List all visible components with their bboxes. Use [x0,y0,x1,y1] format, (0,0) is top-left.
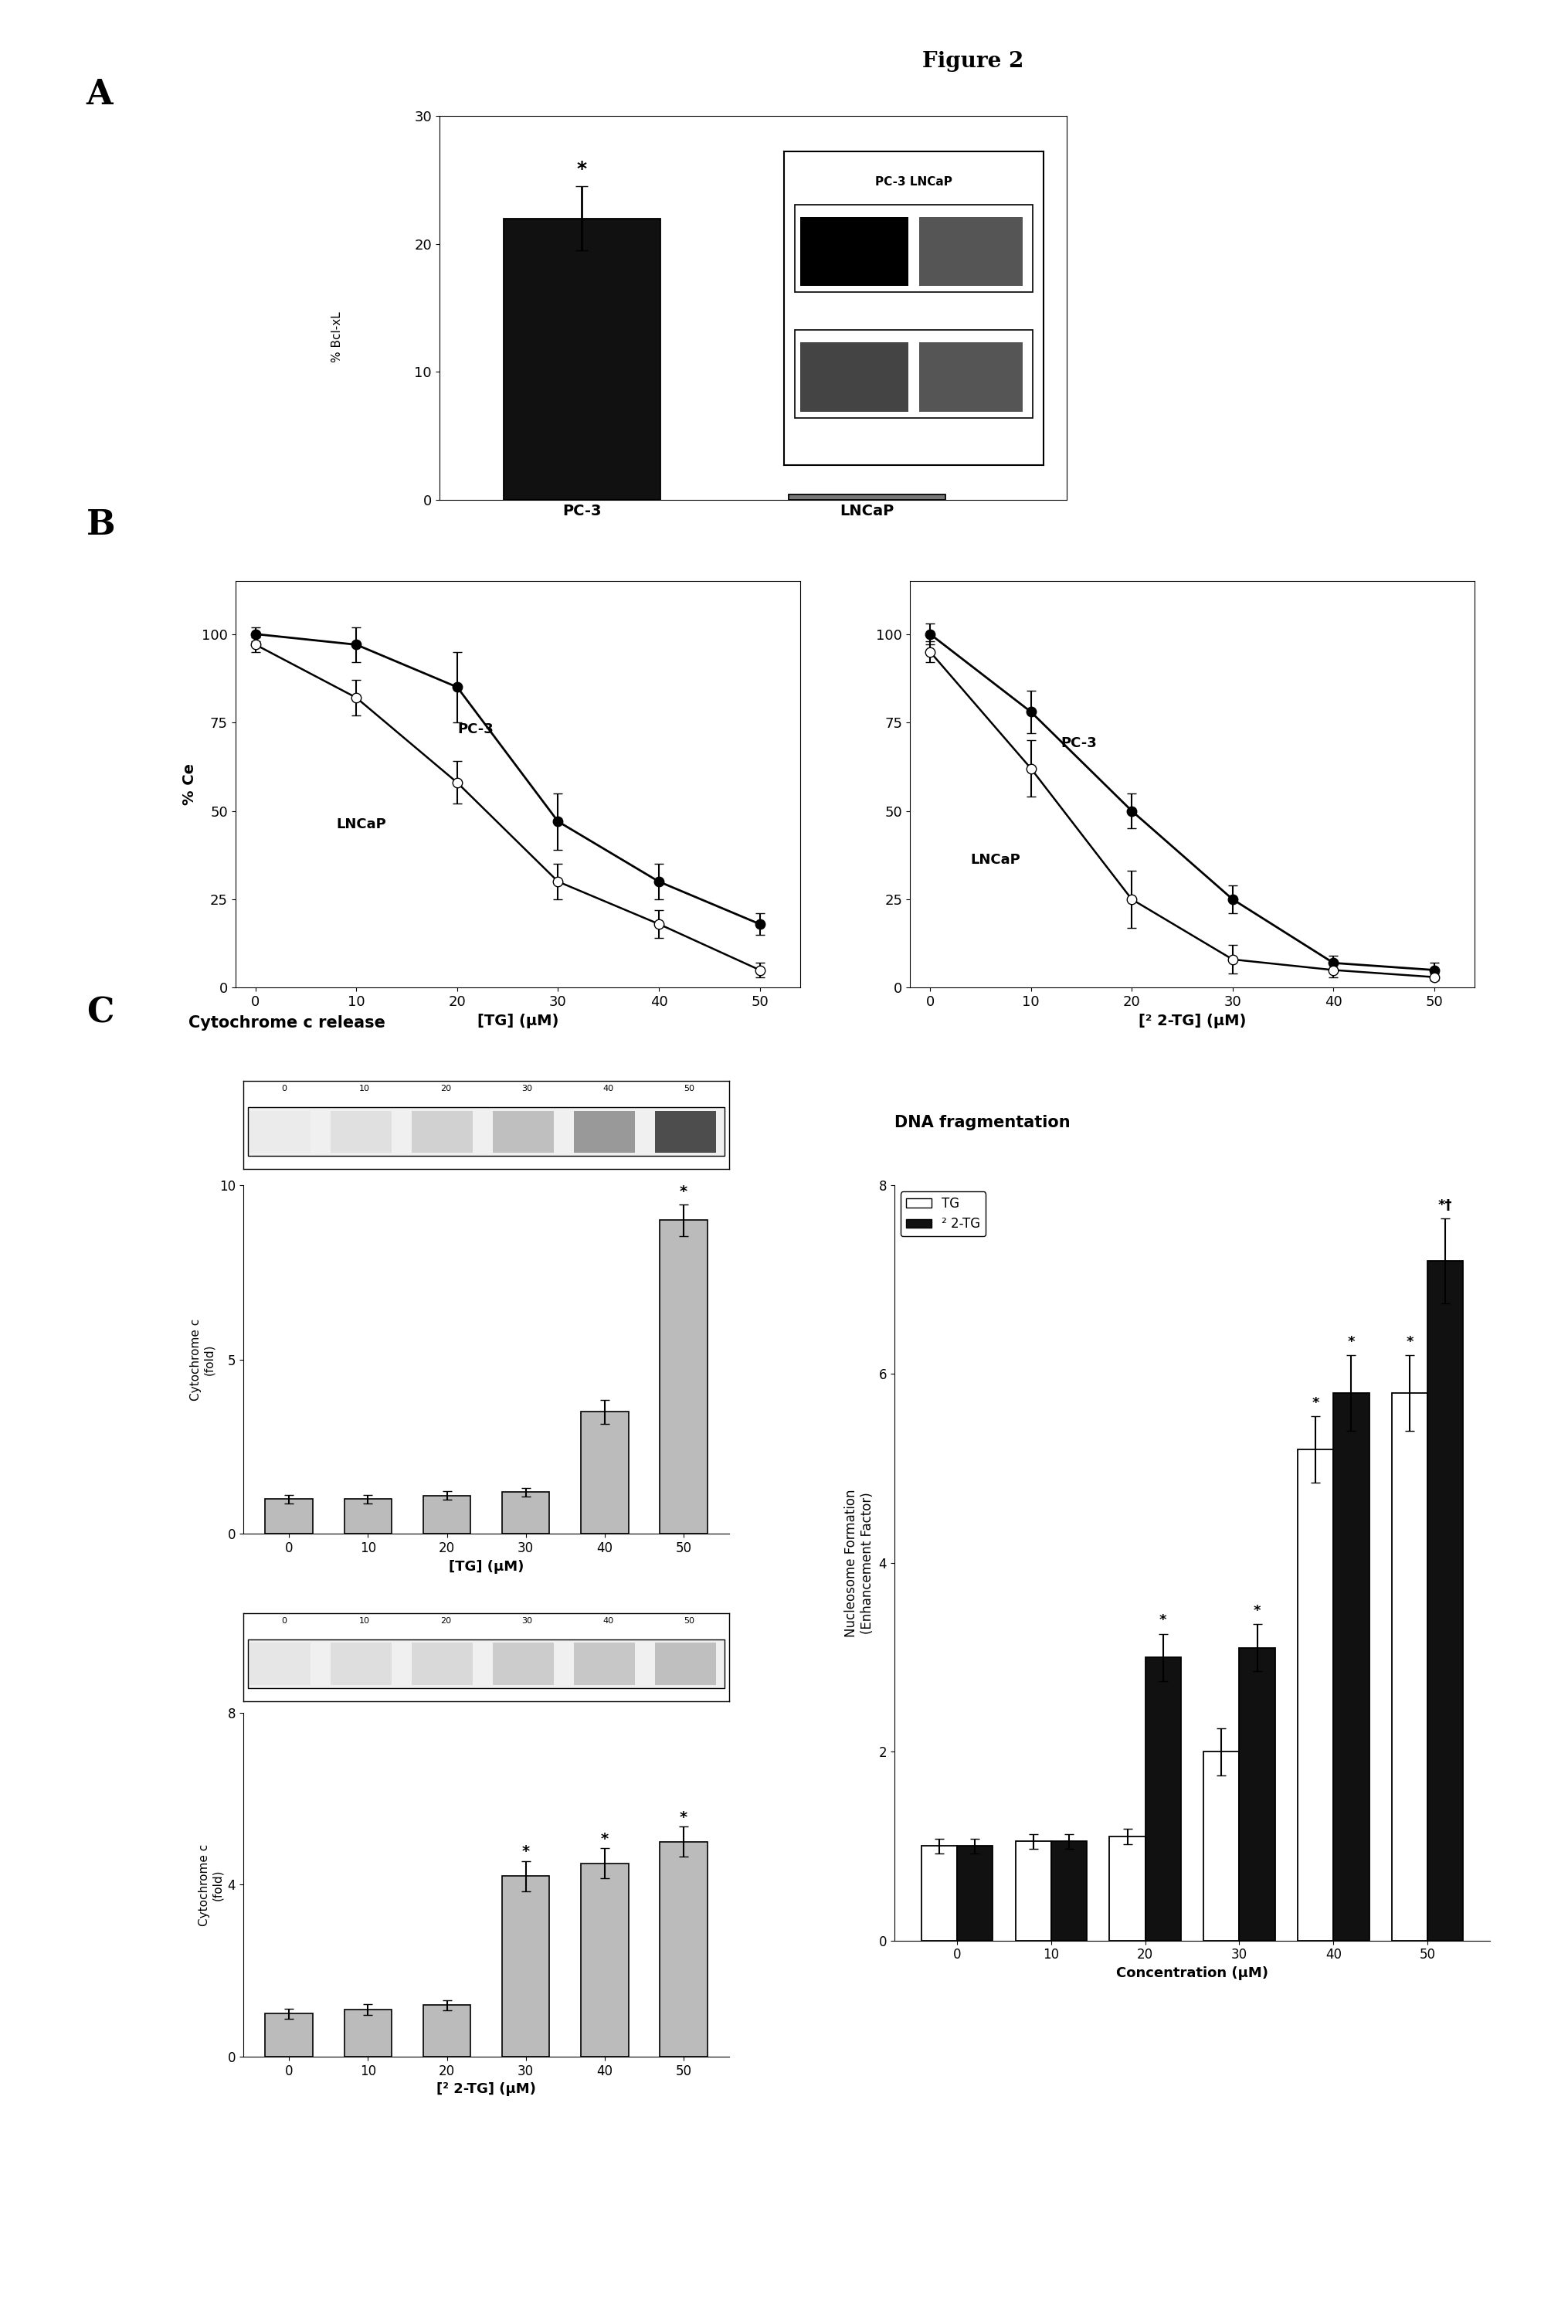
Bar [492,1643,554,1685]
X-axis label: [² 2-TG] (μM): [² 2-TG] (μM) [436,2082,536,2096]
Y-axis label: Nucleosome Formation
(Enhancement Factor): Nucleosome Formation (Enhancement Factor… [844,1490,873,1636]
Bar [248,1106,724,1155]
FancyBboxPatch shape [795,330,1032,418]
Bar [574,1111,635,1153]
X-axis label: [TG] (μM): [TG] (μM) [477,1013,558,1027]
Text: 50: 50 [684,1085,695,1092]
Text: A: A [86,79,113,112]
Bar [1203,1752,1239,1941]
Bar [580,1411,629,1534]
Text: Cytochrome c release: Cytochrome c release [188,1016,384,1030]
Y-axis label: Cytochrome c
(fold): Cytochrome c (fold) [190,1318,215,1401]
Bar [1391,1392,1427,1941]
Text: 30: 30 [521,1085,532,1092]
Bar [423,1497,470,1534]
Bar [1333,1392,1369,1941]
Bar [249,1111,310,1153]
Text: 10: 10 [359,1618,370,1624]
Bar [265,2013,312,2057]
Bar [1014,1841,1051,1941]
Bar [492,1111,554,1153]
Text: *: * [601,1831,608,1845]
Bar [343,2010,392,2057]
Bar [502,1492,549,1534]
Text: 40: 40 [602,1085,613,1092]
Bar [789,495,946,500]
Text: PC-3 LNCaP: PC-3 LNCaP [875,177,952,188]
Bar [343,1499,392,1534]
Bar [411,1643,472,1685]
Text: B: B [86,509,116,541]
FancyBboxPatch shape [795,205,1032,293]
Y-axis label: Cytochrome c
(fold): Cytochrome c (fold) [198,1843,223,1927]
Text: % Bcl-xL: % Bcl-xL [331,311,343,363]
Bar [423,2006,470,2057]
Text: *: * [522,1845,530,1859]
Bar [956,1845,993,1941]
Bar [660,1841,707,2057]
Text: *: * [1347,1334,1355,1348]
Legend: TG, ² 2-TG: TG, ² 2-TG [900,1192,985,1236]
Text: *: * [679,1810,687,1824]
Text: 20: 20 [441,1618,452,1624]
FancyBboxPatch shape [919,342,1022,411]
Text: 40: 40 [602,1618,613,1624]
Text: DNA fragmentation: DNA fragmentation [894,1116,1069,1129]
Bar [1239,1648,1275,1941]
Text: *: * [1311,1397,1319,1411]
Text: *: * [679,1185,687,1199]
FancyBboxPatch shape [800,342,908,411]
Text: *: * [577,160,586,179]
Bar [265,1499,312,1534]
Bar [331,1111,392,1153]
Text: LNCaP: LNCaP [971,853,1019,867]
Bar [411,1111,472,1153]
Bar [502,1875,549,2057]
Bar [249,1643,310,1685]
Text: 30: 30 [521,1618,532,1624]
Text: *: * [1405,1334,1413,1348]
Text: 50: 50 [684,1618,695,1624]
Bar [654,1111,715,1153]
Text: C: C [86,997,113,1030]
Text: *†: *† [1438,1199,1452,1211]
Text: *: * [1159,1613,1167,1627]
FancyBboxPatch shape [800,216,908,286]
Bar [503,218,660,500]
Text: 10: 10 [359,1085,370,1092]
Y-axis label: % Ce: % Ce [182,765,198,804]
X-axis label: [² 2-TG] (μM): [² 2-TG] (μM) [1138,1013,1245,1027]
Text: 0: 0 [281,1618,287,1624]
Bar [331,1643,392,1685]
Bar [1051,1841,1087,1941]
Bar [574,1643,635,1685]
Bar [920,1845,956,1941]
Text: PC-3: PC-3 [1060,737,1096,751]
Bar [1427,1260,1463,1941]
Bar [660,1220,707,1534]
Text: *: * [1253,1604,1261,1618]
Bar [1145,1657,1181,1941]
Bar [580,1864,629,2057]
Bar [654,1643,715,1685]
Text: 20: 20 [441,1085,452,1092]
Text: 0: 0 [281,1085,287,1092]
X-axis label: Concentration (μM): Concentration (μM) [1116,1966,1267,1980]
Bar [248,1638,724,1687]
Text: Figure 2: Figure 2 [922,51,1022,72]
Bar [1109,1836,1145,1941]
X-axis label: [TG] (μM): [TG] (μM) [448,1559,524,1573]
Text: PC-3: PC-3 [456,723,492,737]
Text: LNCaP: LNCaP [336,818,386,832]
FancyBboxPatch shape [919,216,1022,286]
Bar [1297,1450,1333,1941]
